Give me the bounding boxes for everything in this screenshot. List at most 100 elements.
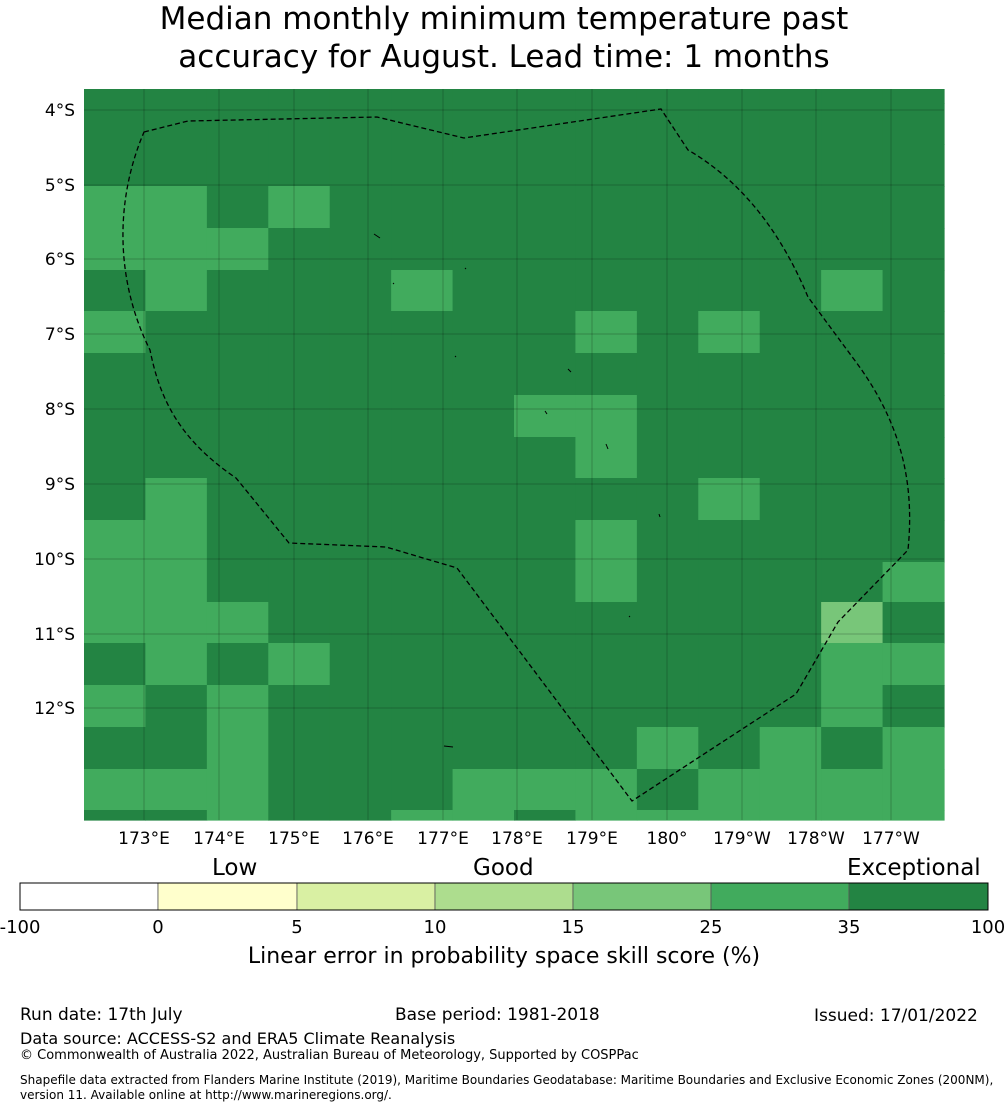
grid-cell [452,270,515,312]
latitude-tick-label: 11°S [34,625,75,645]
grid-cell [821,685,884,728]
grid-cell [206,602,269,644]
grid-cell [636,89,699,104]
grid-cell [452,311,515,354]
grid-cell [636,643,699,686]
grid-cell [698,353,761,396]
grid-cell [452,103,515,145]
grid-cell [698,810,761,821]
grid-cell [268,186,331,229]
grid-cell [84,270,147,312]
grid-cell [698,270,761,312]
grid-cell [821,270,884,312]
grid-cell [698,228,761,271]
longitude-tick-label: 177°W [862,829,920,849]
longitude-axis: 173°E 174°E 175°E 176°E 177°E 178°E 179°E 180° 1… [118,829,920,849]
grid-cell [514,643,577,686]
grid-cell [636,270,699,312]
grid-cell [145,769,208,811]
grid-cell [636,103,699,145]
grid-cell [882,602,945,644]
grid-cell [575,311,638,354]
grid-cell [575,562,638,603]
grid-cell [452,643,515,686]
grid-cell [84,186,147,229]
grid-cell [268,270,331,312]
grid-cell [698,602,761,644]
grid-cell [514,144,577,187]
grid-cell [329,353,392,396]
grid-cell [206,311,269,354]
grid-cell [145,144,208,187]
grid-cell [636,353,699,396]
grid-cell [698,186,761,229]
grid-cell [575,520,638,563]
grid-cell [268,520,331,563]
grid-cell [84,228,147,271]
run-date: Run date: 17th July [20,1005,183,1025]
grid-cell [636,602,699,644]
grid-cell [206,478,269,521]
shapefile-credit-line-1: Shapefile data extracted from Flanders M… [20,1073,994,1087]
grid-cell [759,144,822,187]
grid-cell [575,810,638,821]
grid-cell [268,395,331,438]
grid-cell [575,228,638,271]
grid-cell [575,643,638,686]
grid-cell [636,685,699,728]
grid-cell [882,810,945,821]
grid-cell [84,685,147,728]
grid-cell [206,270,269,312]
grid-cell [882,395,945,438]
latitude-tick-label: 8°S [45,400,75,420]
colorbar-tick-label: 100 [971,917,1005,938]
grid-cell [759,311,822,354]
longitude-tick-label: 177°E [417,829,469,849]
grid-cell [145,727,208,770]
grid-cell [145,643,208,686]
grid-cell [391,353,454,396]
grid-cell [329,769,392,811]
grid-cell [329,270,392,312]
grid-cell [268,685,331,728]
skill-grid [84,89,945,821]
latitude-tick-label: 5°S [45,176,75,196]
grid-cell [391,685,454,728]
longitude-tick-label: 180° [647,829,688,849]
latitude-axis: 4°S 5°S 6°S 7°S 8°S 9°S 10°S 11°S 12°S [34,101,75,719]
grid-cell [759,685,822,728]
grid-cell [452,562,515,603]
grid-cell [821,520,884,563]
grid-cell [452,228,515,271]
grid-cell [514,228,577,271]
grid-cell [206,769,269,811]
grid-cell [329,643,392,686]
grid-cell [206,353,269,396]
grid-cell [268,562,331,603]
grid-cell [391,270,454,312]
grid-cell [452,769,515,811]
longitude-tick-label: 176°E [342,829,394,849]
grid-cell [514,270,577,312]
grid-cell [636,228,699,271]
grid-cell [84,437,147,479]
grid-cell [452,89,515,104]
grid-cell [391,727,454,770]
category-exceptional: Exceptional [847,855,981,881]
grid-cell [145,810,208,821]
grid-cell [636,478,699,521]
grid-cell [391,228,454,271]
grid-cell [636,727,699,770]
grid-cell [145,228,208,271]
grid-cell [575,395,638,438]
grid-cell [514,727,577,770]
grid-cell [452,685,515,728]
grid-cell [206,685,269,728]
grid-cell [84,103,147,145]
grid-cell [268,89,331,104]
grid-cell [452,478,515,521]
longitude-tick-label: 174°E [193,829,245,849]
grid-cell [759,562,822,603]
grid-cell [84,311,147,354]
grid-cell [882,270,945,312]
